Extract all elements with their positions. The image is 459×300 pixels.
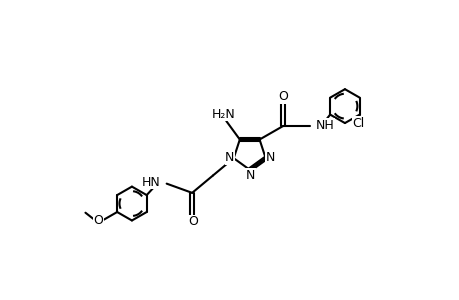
- Text: N: N: [265, 151, 274, 164]
- Text: HN: HN: [141, 176, 160, 189]
- Text: O: O: [278, 91, 287, 103]
- Text: Cl: Cl: [352, 117, 364, 130]
- Text: H₂N: H₂N: [212, 108, 235, 121]
- Text: NH: NH: [315, 119, 334, 132]
- Text: O: O: [93, 214, 103, 227]
- Text: O: O: [188, 215, 197, 228]
- Text: N: N: [245, 169, 255, 182]
- Text: N: N: [224, 151, 234, 164]
